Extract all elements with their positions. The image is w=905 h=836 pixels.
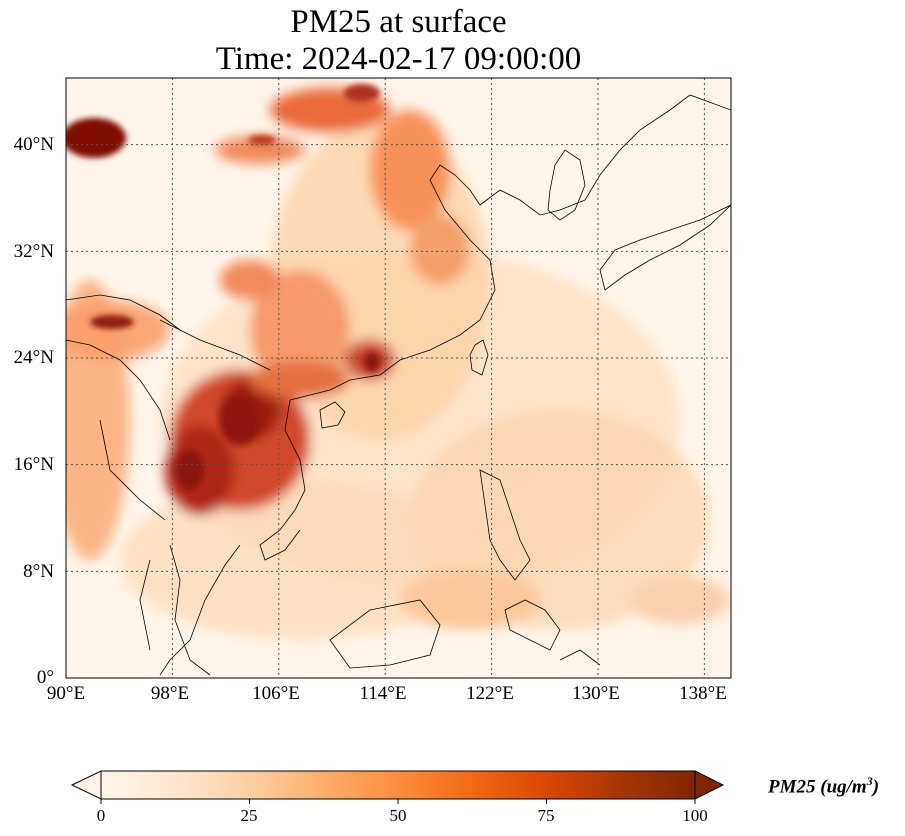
map-timestamp: Time: 2024-02-17 09:00:00 [215,41,582,77]
lon-label-138e: 138°E [679,683,727,704]
colorbar-tick-75: 75 [537,806,555,825]
colorbar-tick-0: 0 [96,806,106,825]
graticule [66,78,731,678]
pm25-field [66,88,730,640]
coastlines [66,94,731,676]
colorbar-tick-100: 100 [682,806,708,825]
lat-label-8n: 8°N [23,561,54,582]
lat-label-0: 0° [36,667,54,688]
colorbar-max-arrow [694,770,725,800]
lon-label-98e: 98°E [150,683,190,704]
colorbar-label: PM25 (ug/m3) [768,774,880,798]
map-title: PM25 at surface [290,4,507,40]
colorbar-tick-25: 25 [240,806,258,825]
colorbar-min-arrow [70,770,102,800]
lat-label-16n: 16°N [13,454,54,475]
colorbar-gradient [100,770,696,800]
lon-label-90e: 90°E [46,683,86,704]
lat-label-24n: 24°N [13,347,54,368]
lat-label-32n: 32°N [13,241,54,262]
lon-label-106e: 106°E [252,683,300,704]
map-frame [65,77,732,679]
lat-label-40n: 40°N [13,134,54,155]
lon-label-130e: 130°E [572,683,620,704]
colorbar-tick-50: 50 [389,806,407,825]
lon-label-114e: 114°E [359,683,407,704]
lon-label-122e: 122°E [466,683,514,704]
